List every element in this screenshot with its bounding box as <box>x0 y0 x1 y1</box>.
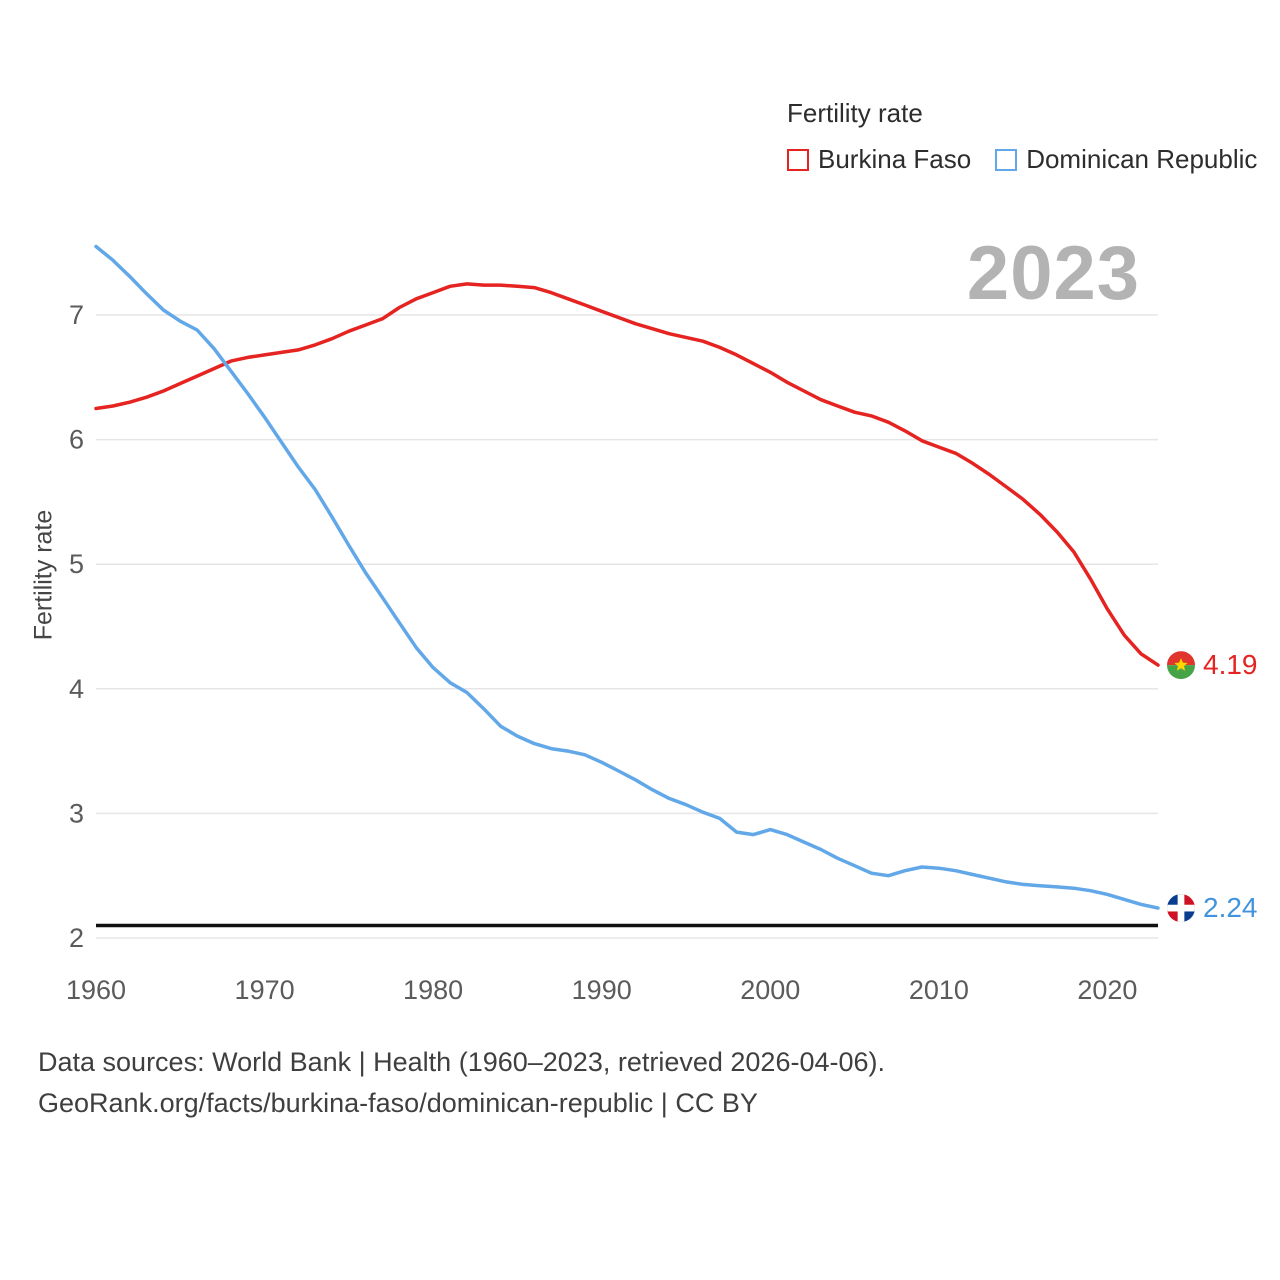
legend-row: Burkina Faso Dominican Republic <box>787 144 1257 175</box>
legend-label-burkina-faso: Burkina Faso <box>818 144 972 174</box>
legend-title: Fertility rate <box>787 98 923 128</box>
burkina-faso-swatch-icon <box>787 148 809 171</box>
legend-label-dominican-republic: Dominican Republic <box>1026 144 1258 174</box>
x-tick-label: 1970 <box>235 975 295 1005</box>
y-tick-label: 6 <box>69 425 84 455</box>
legend-item-burkina-faso: Burkina Faso <box>787 144 971 175</box>
footer-data-sources: Data sources: World Bank | Health (1960–… <box>38 1047 885 1077</box>
burkina-faso-flag-icon <box>1167 651 1195 680</box>
legend-item-dominican-republic: Dominican Republic <box>995 144 1257 175</box>
x-tick-label: 2010 <box>909 975 969 1005</box>
series-line-burkina-faso <box>94 282 1160 667</box>
x-tick-label: 1960 <box>66 975 126 1005</box>
watermark-year: 2023 <box>966 231 1140 316</box>
y-tick-label: 7 <box>69 300 84 330</box>
legend: Fertility rate Burkina Faso Dominican Re… <box>787 98 1257 175</box>
x-tick-label: 2000 <box>740 975 800 1005</box>
footer-attribution: GeoRank.org/facts/burkina-faso/dominican… <box>38 1088 758 1118</box>
y-tick-label: 3 <box>69 798 84 828</box>
dominican-republic-flag-icon <box>1167 894 1195 923</box>
y-tick-label: 2 <box>69 923 84 953</box>
end-value-label-burkina-faso: 4.19 <box>1203 649 1258 680</box>
footer: Data sources: World Bank | Health (1960–… <box>38 1042 885 1124</box>
y-tick-label: 5 <box>69 549 84 579</box>
x-tick-label: 2020 <box>1077 975 1137 1005</box>
y-axis-title: Fertility rate <box>29 509 58 641</box>
y-tick-label: 4 <box>69 674 84 704</box>
series-line-dominican-republic <box>94 244 1160 910</box>
x-tick-label: 1990 <box>572 975 632 1005</box>
end-value-label-dominican-republic: 2.24 <box>1203 892 1258 923</box>
dominican-republic-swatch-icon <box>995 148 1018 171</box>
x-tick-label: 1980 <box>403 975 463 1005</box>
